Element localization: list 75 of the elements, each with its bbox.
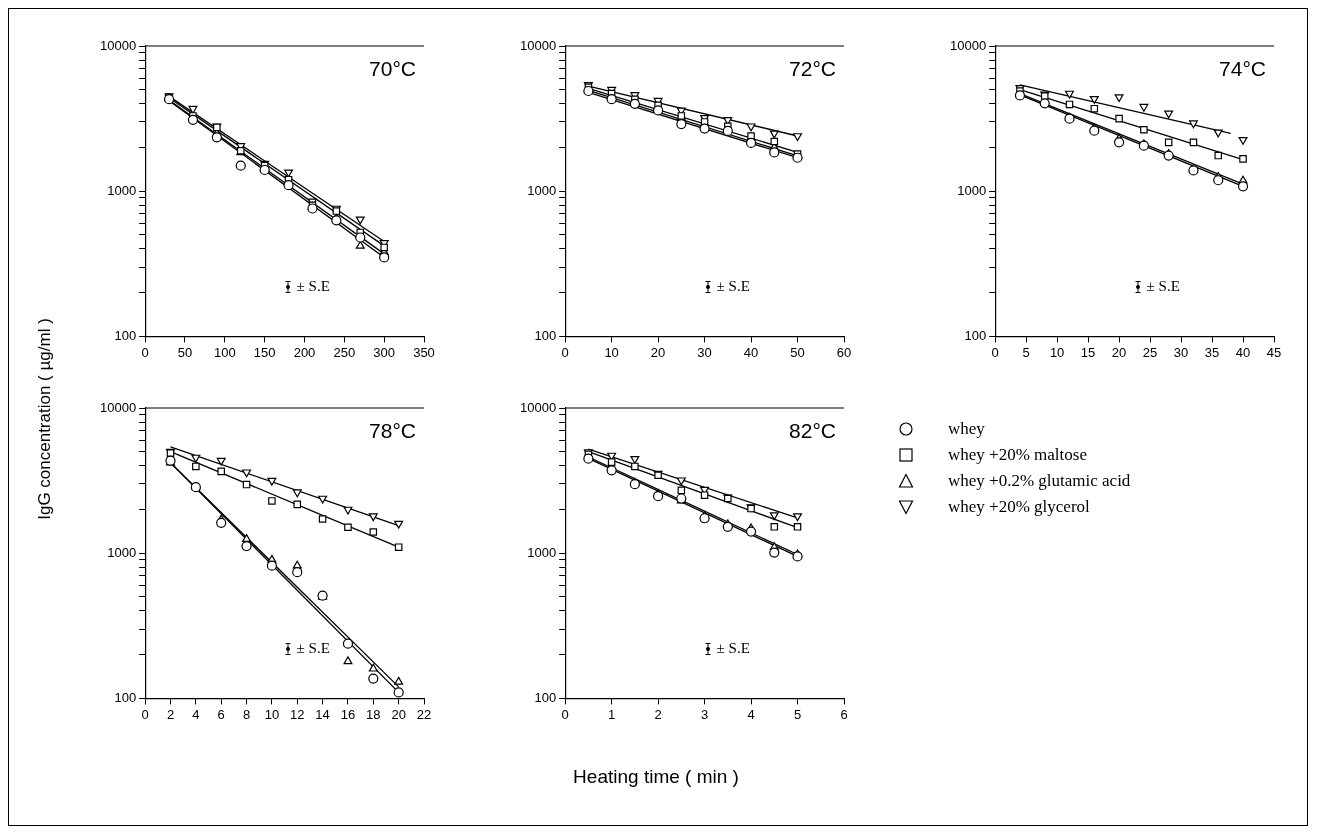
text: 78°C [369, 419, 416, 443]
x-tick-label: 50 [790, 344, 805, 360]
y-tick-label: 1000 [527, 182, 557, 198]
y-tick-label: 100 [534, 327, 557, 343]
x-tick-label: 1 [608, 706, 616, 722]
x-tick-label: 18 [366, 706, 381, 722]
x-tick-label: 60 [836, 344, 852, 360]
y-tick-label: 100 [114, 327, 137, 343]
x-tick-label: 35 [1204, 344, 1220, 360]
y-tick-label: 10000 [99, 399, 137, 415]
y-tick-label: 100 [534, 689, 557, 705]
x-tick-label: 8 [242, 706, 251, 722]
y-tick-label: 1000 [107, 544, 137, 560]
x-tick-label: 10 [604, 344, 619, 360]
x-tick-label: 40 [1235, 344, 1251, 360]
x-tick-label: 6 [840, 706, 848, 722]
x-tick-label: 100 [213, 344, 236, 360]
annotation: ± S.E [296, 640, 330, 658]
x-tick-label: 250 [333, 344, 356, 360]
legend-label: whey +20% maltose [948, 445, 1087, 465]
text: 72°C [789, 57, 836, 81]
x-tick-label: 3 [700, 706, 709, 722]
x-tick-label: 30 [697, 344, 712, 360]
x-tick-label: 5 [1022, 344, 1030, 360]
x-tick-label: 0 [991, 344, 999, 360]
x-tick-label: 2 [166, 706, 175, 722]
y-tick-label: 1000 [527, 544, 557, 560]
x-tick-label: 50 [177, 344, 193, 360]
x-tick-label: 40 [743, 344, 759, 360]
x-tick-label: 45 [1266, 344, 1282, 360]
y-tick-label: 100 [114, 689, 137, 705]
x-tick-label: 4 [192, 706, 200, 722]
x-axis-title: Heating time ( min ) [573, 766, 739, 788]
x-tick-label: 150 [253, 344, 276, 360]
x-tick-label: 0 [561, 344, 569, 360]
x-tick-label: 10 [1049, 344, 1065, 360]
y-tick-label: 10000 [949, 37, 987, 53]
y-tick-label: 1000 [107, 182, 137, 198]
x-tick-label: 20 [1111, 344, 1127, 360]
text: 82°C [789, 419, 836, 443]
text: 74°C [1219, 57, 1266, 81]
annotation: ± S.E [1146, 278, 1180, 296]
x-tick-label: 14 [315, 706, 330, 722]
y-axis-title: IgG concentration ( µg/ml ) [35, 318, 55, 520]
x-tick-label: 0 [561, 706, 569, 722]
x-tick-label: 22 [416, 706, 432, 722]
x-tick-label: 4 [747, 706, 755, 722]
text: 70°C [369, 57, 416, 81]
y-tick-label: 10000 [519, 399, 557, 415]
annotation: ± S.E [716, 640, 750, 658]
x-tick-label: 12 [290, 706, 305, 722]
x-tick-label: 300 [373, 344, 396, 360]
x-tick-label: 25 [1142, 344, 1158, 360]
annotation: ± S.E [296, 278, 330, 296]
x-tick-label: 0 [141, 706, 149, 722]
x-tick-label: 16 [340, 706, 356, 722]
y-tick-label: 10000 [99, 37, 137, 53]
annotation: ± S.E [716, 278, 750, 296]
x-tick-label: 15 [1080, 344, 1096, 360]
y-tick-label: 1000 [957, 182, 987, 198]
legend-label: whey [948, 419, 985, 439]
x-tick-label: 5 [793, 706, 802, 722]
x-tick-label: 0 [141, 344, 149, 360]
y-tick-label: 100 [964, 327, 987, 343]
x-tick-label: 10 [264, 706, 280, 722]
x-tick-label: 20 [391, 706, 406, 722]
x-tick-label: 200 [293, 344, 316, 360]
legend-label: whey +0.2% glutamic acid [948, 471, 1131, 491]
legend-label: whey +20% glycerol [948, 497, 1090, 517]
y-tick-label: 10000 [519, 37, 557, 53]
x-tick-label: 350 [413, 344, 435, 360]
x-tick-label: 20 [650, 344, 666, 360]
x-tick-label: 2 [654, 706, 662, 722]
x-tick-label: 30 [1173, 344, 1189, 360]
x-tick-label: 6 [217, 706, 225, 722]
